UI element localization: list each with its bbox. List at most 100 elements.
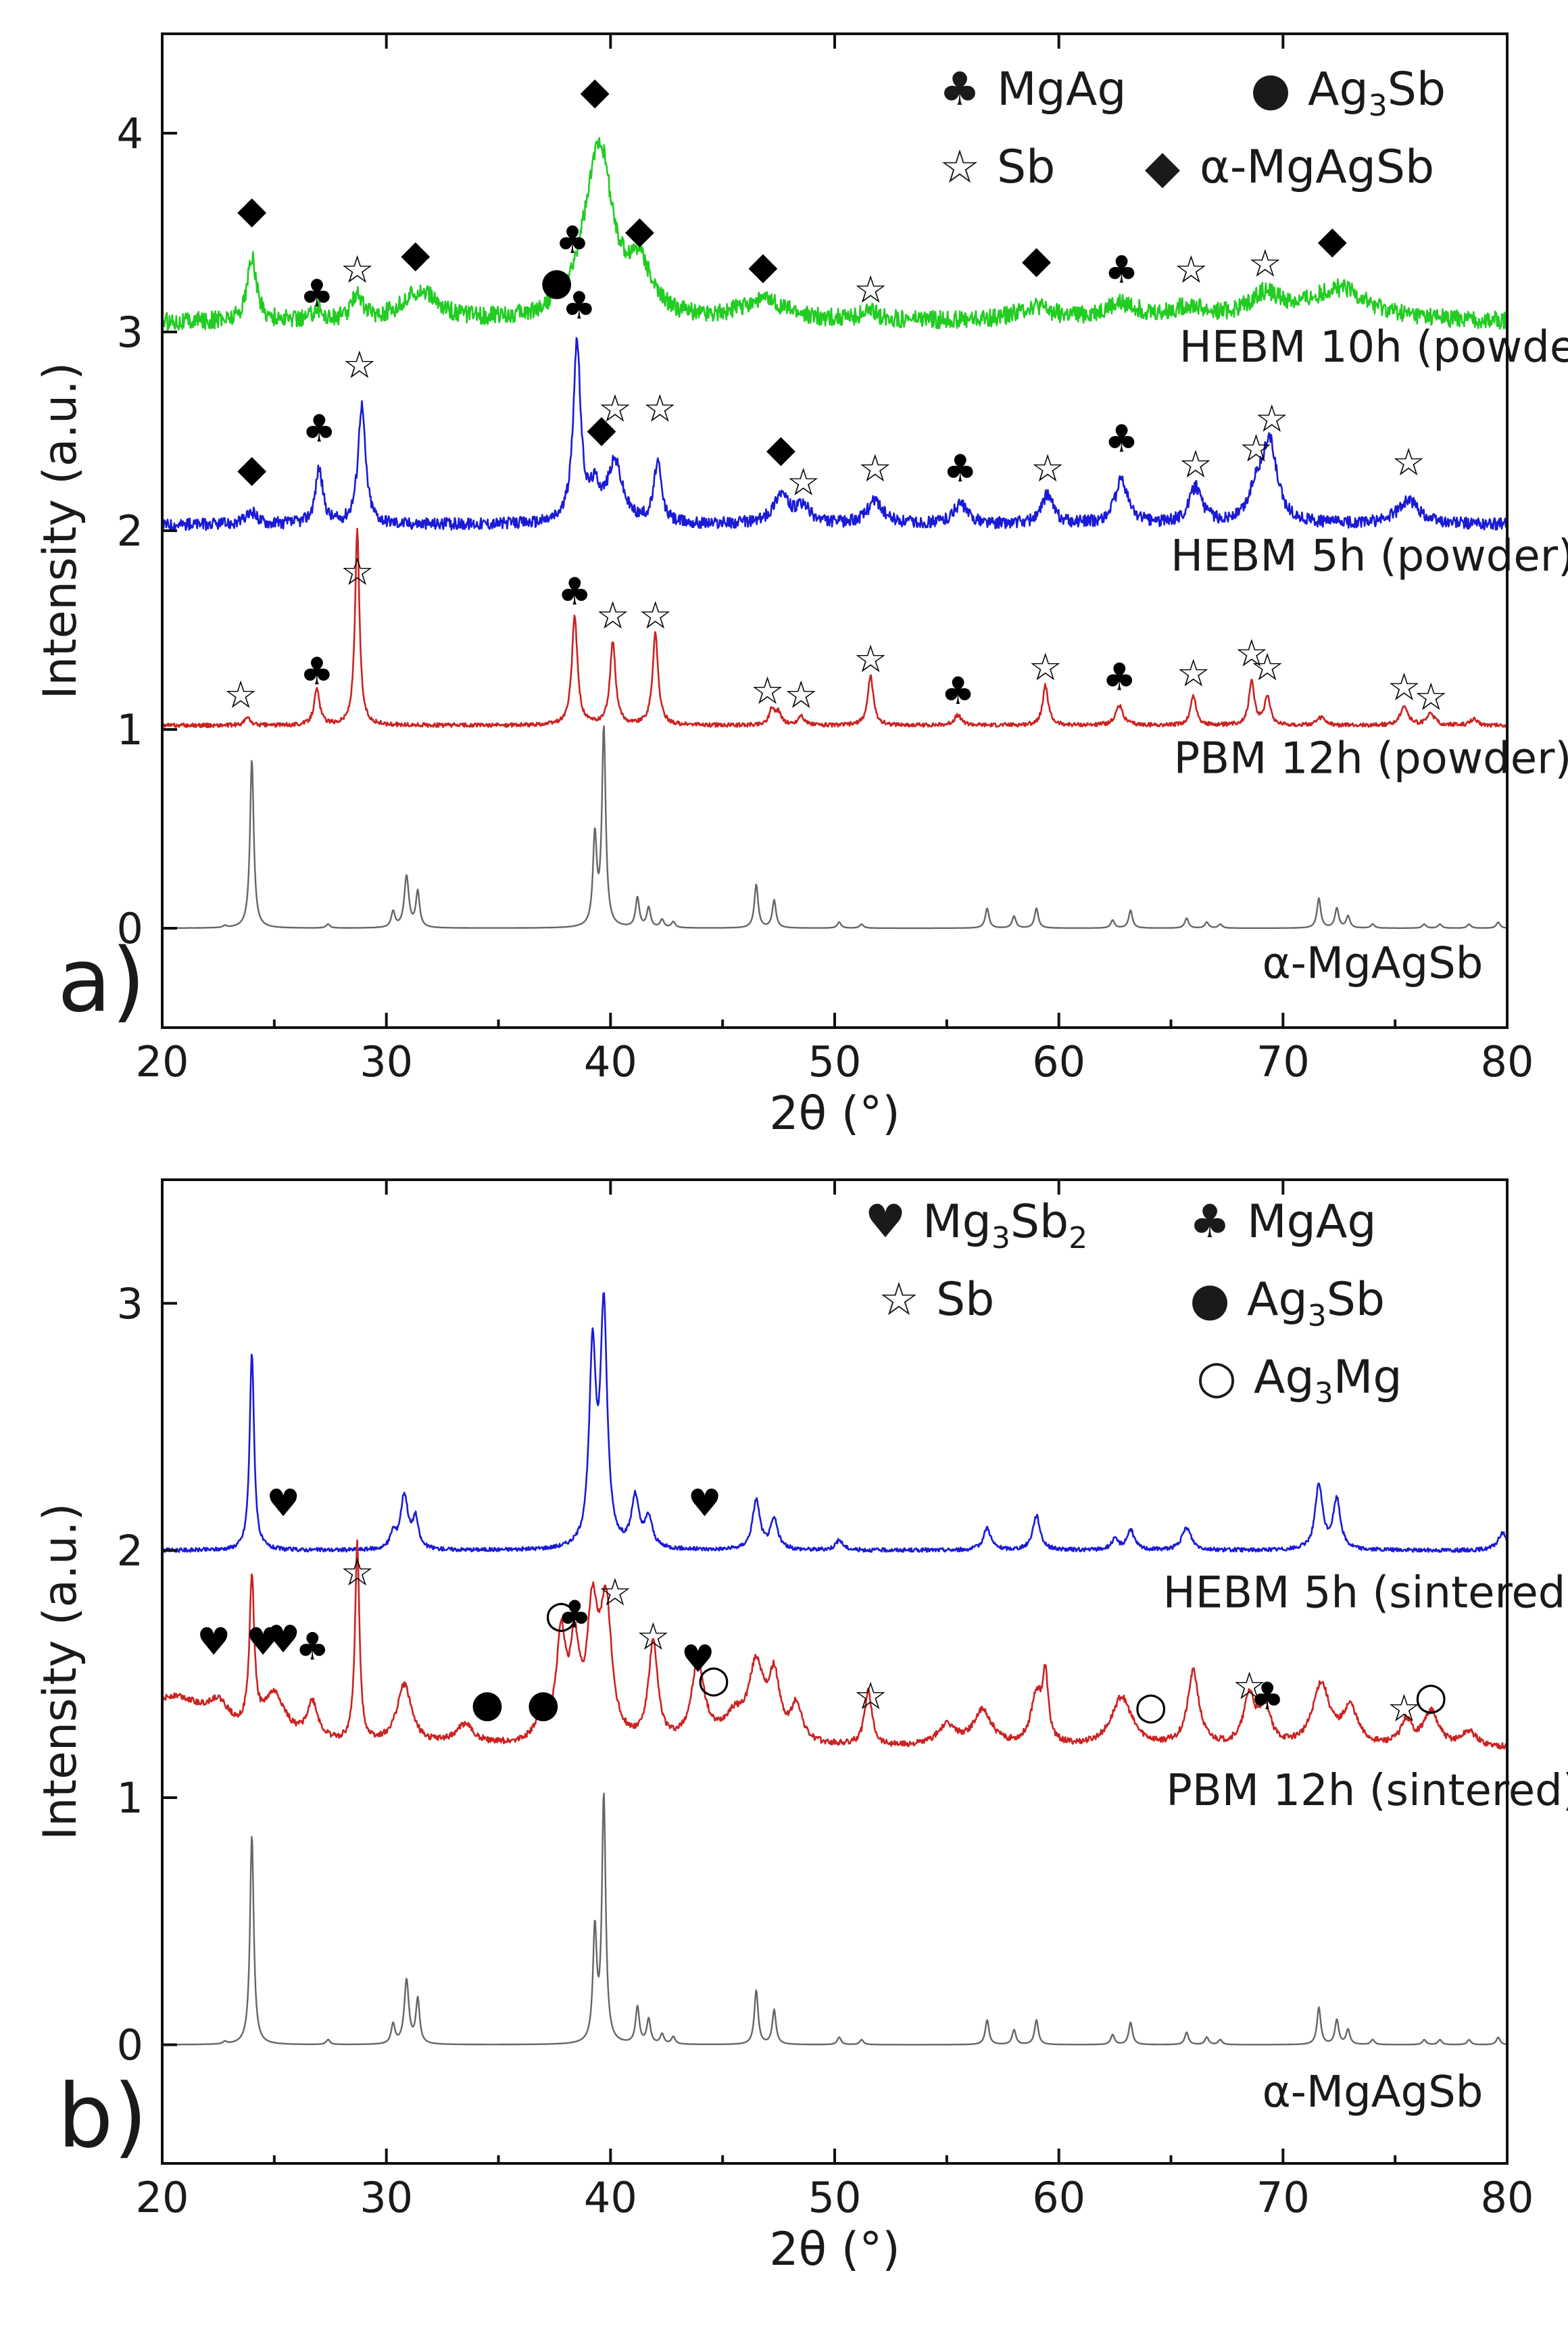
peak-marker: ♣ bbox=[295, 1625, 329, 1669]
peak-marker: ● bbox=[470, 1682, 504, 1726]
peak-marker: ☆ bbox=[340, 1551, 374, 1595]
peak-marker: ○ bbox=[697, 1657, 730, 1701]
legend-symbol: ♣ bbox=[1190, 1195, 1231, 1249]
series-line-2 bbox=[162, 1792, 1508, 2046]
legend-symbol: ◆ bbox=[1145, 141, 1181, 194]
legend-label: Sb bbox=[997, 141, 1055, 194]
series-label-1: HEBM 5h (powder) bbox=[1171, 531, 1568, 581]
peak-marker: ♣ bbox=[1104, 248, 1138, 292]
peak-marker: ☆ bbox=[1174, 248, 1208, 292]
y-tick-label: 3 bbox=[117, 1279, 143, 1328]
peak-marker: ♣ bbox=[1104, 417, 1138, 461]
x-tick-label: 20 bbox=[136, 2173, 189, 2222]
x-tick-label: 60 bbox=[1032, 1037, 1085, 1086]
peak-marker: ♣ bbox=[558, 1593, 591, 1637]
legend-label: Sb bbox=[936, 1273, 994, 1326]
peak-marker: ● bbox=[540, 260, 573, 304]
legend-subscript: 3 bbox=[1369, 89, 1388, 123]
y-tick-label: 1 bbox=[117, 705, 143, 754]
x-tick-label: 80 bbox=[1481, 2173, 1534, 2222]
series-line-0 bbox=[161, 137, 1509, 331]
legend-symbol: ☆ bbox=[939, 141, 981, 194]
peak-marker: ☆ bbox=[1235, 631, 1269, 675]
peak-marker: ♣ bbox=[941, 669, 975, 713]
x-axis-title: 2θ (°) bbox=[769, 2223, 900, 2276]
panel-label: b) bbox=[57, 2065, 147, 2167]
peak-marker: ◆ bbox=[1318, 218, 1347, 262]
peak-marker: ◆ bbox=[766, 427, 795, 471]
y-axis-title: Intensity (a.u.) bbox=[34, 362, 87, 700]
legend-subscript: 2 bbox=[1069, 1221, 1087, 1255]
legend-label-main: α-MgAgSb bbox=[1200, 141, 1434, 194]
legend-subscript: 3 bbox=[991, 1221, 1010, 1255]
x-tick-label: 20 bbox=[136, 1037, 189, 1086]
peak-marker: ☆ bbox=[224, 673, 258, 717]
y-tick-label: 2 bbox=[117, 506, 143, 556]
y-tick-label: 0 bbox=[117, 2021, 143, 2070]
peak-marker: ● bbox=[526, 1682, 560, 1726]
peak-marker: ♥ bbox=[197, 1620, 230, 1664]
peak-marker: ☆ bbox=[596, 594, 630, 638]
peak-marker: ☆ bbox=[750, 669, 784, 713]
peak-marker: ☆ bbox=[1414, 675, 1448, 719]
peak-marker: ☆ bbox=[854, 268, 887, 312]
peak-marker: ♥ bbox=[688, 1482, 722, 1526]
x-tick-label: 30 bbox=[360, 1037, 413, 1086]
peak-marker: ☆ bbox=[858, 447, 892, 491]
legend-symbol: ☆ bbox=[879, 1273, 920, 1326]
peak-marker: ♣ bbox=[1250, 1675, 1284, 1719]
peak-marker: ◆ bbox=[625, 208, 654, 252]
y-tick-label: 1 bbox=[117, 1773, 143, 1823]
y-tick-label: 4 bbox=[117, 109, 143, 158]
legend-symbol: ♣ bbox=[939, 63, 981, 116]
peak-marker: ☆ bbox=[786, 461, 820, 505]
x-tick-label: 70 bbox=[1256, 1037, 1310, 1086]
peak-marker: ☆ bbox=[1179, 443, 1212, 487]
series-label-2: PBM 12h (powder) bbox=[1174, 734, 1568, 784]
x-tick-label: 40 bbox=[584, 1037, 637, 1086]
legend-subscript: 3 bbox=[1315, 1376, 1333, 1411]
legend-label-main: Ag bbox=[1247, 1273, 1308, 1326]
series-label-3: α-MgAgSb bbox=[1263, 939, 1484, 989]
peak-marker: ♣ bbox=[562, 284, 596, 328]
peak-marker: ♣ bbox=[944, 447, 977, 491]
peak-marker: ☆ bbox=[1250, 646, 1284, 690]
legend-symbol: ○ bbox=[1196, 1351, 1236, 1404]
x-tick-label: 80 bbox=[1481, 1037, 1534, 1086]
peak-marker: ☆ bbox=[636, 1615, 670, 1659]
legend-label-main: Sb bbox=[936, 1273, 994, 1326]
x-tick-label: 60 bbox=[1032, 2173, 1085, 2222]
x-tick-label: 50 bbox=[808, 2173, 862, 2222]
series-line-3 bbox=[162, 725, 1508, 930]
legend-label-main: Ag bbox=[1308, 63, 1369, 116]
peak-marker: ○ bbox=[1134, 1684, 1167, 1728]
peak-marker: ☆ bbox=[343, 343, 376, 387]
legend-label-tail: Sb bbox=[1388, 63, 1446, 116]
peak-marker: ☆ bbox=[1031, 447, 1064, 491]
y-axis-title: Intensity (a.u.) bbox=[34, 1503, 87, 1840]
peak-marker: ♣ bbox=[558, 570, 591, 614]
peak-marker: ◆ bbox=[748, 244, 777, 288]
legend-label-main: Ag bbox=[1254, 1351, 1315, 1404]
peak-marker: ♥ bbox=[266, 1482, 300, 1526]
legend-label-tail: Sb bbox=[1010, 1195, 1069, 1249]
peak-marker: ☆ bbox=[340, 248, 374, 292]
peak-marker: ☆ bbox=[643, 387, 677, 431]
legend-symbol: ● bbox=[1190, 1273, 1229, 1326]
peak-marker: ♥ bbox=[266, 1618, 300, 1662]
peak-marker: ☆ bbox=[1255, 397, 1289, 441]
legend-label-main: Sb bbox=[997, 141, 1055, 194]
peak-marker: ♣ bbox=[1102, 656, 1136, 700]
series-label-0: HEBM 10h (powder) bbox=[1179, 322, 1568, 373]
panel-label: a) bbox=[57, 929, 145, 1032]
peak-marker: ◆ bbox=[401, 232, 430, 276]
x-tick-label: 30 bbox=[360, 2173, 413, 2222]
y-tick-label: 3 bbox=[117, 308, 143, 357]
peak-marker: ◆ bbox=[237, 447, 266, 491]
x-tick-label: 70 bbox=[1256, 2173, 1310, 2222]
legend-symbol: ♥ bbox=[865, 1195, 906, 1249]
peak-marker: ☆ bbox=[1392, 441, 1425, 485]
peak-marker: ☆ bbox=[1029, 646, 1062, 690]
legend-label-main: MgAg bbox=[1247, 1195, 1377, 1249]
